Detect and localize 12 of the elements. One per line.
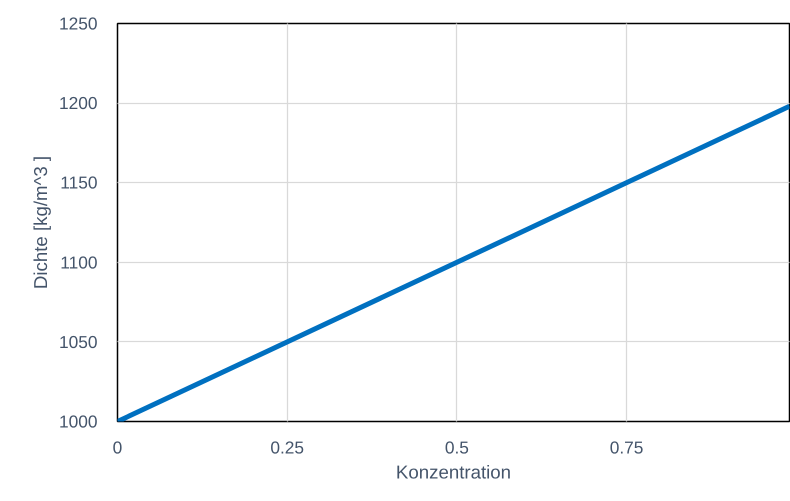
x-tick-label: 0.75 [610, 438, 644, 458]
x-tick-label: 0.25 [270, 438, 304, 458]
y-tick-label: 1150 [60, 172, 98, 193]
x-axis-title: Konzentration [396, 462, 512, 482]
y-tick-label: 1250 [58, 14, 98, 34]
x-tick-label: 0 [112, 438, 122, 458]
y-tick-label: 1050 [58, 332, 98, 352]
y-tick-label: 1100 [60, 252, 98, 272]
y-tick-label: 1200 [58, 93, 98, 114]
x-tick-label: 0.5 [444, 438, 469, 458]
y-axis-title: Dichte [kg/m^3 ] [30, 156, 51, 290]
y-tick-label: 1000 [58, 412, 98, 432]
